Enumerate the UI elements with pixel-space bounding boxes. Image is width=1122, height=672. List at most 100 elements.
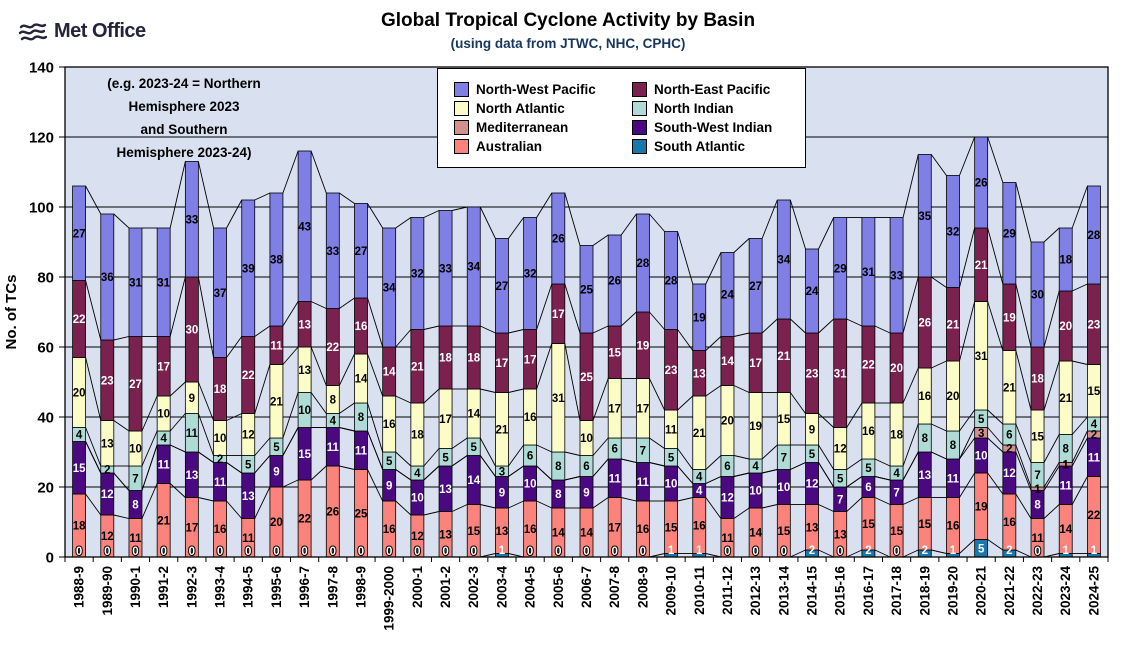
segment-value-label: 13: [439, 529, 452, 541]
segment-value-label: 7: [837, 494, 843, 506]
segment-value-label: 4: [160, 433, 167, 445]
zero-value-label: 0: [76, 546, 82, 558]
segment-value-label: 14: [552, 528, 565, 540]
segment-value-label: 5: [442, 452, 449, 464]
segment-value-label: 17: [524, 354, 537, 366]
segment-value-label: 19: [975, 501, 988, 513]
legend-swatch-icon: [454, 82, 469, 97]
bar-segment: [156, 227, 171, 337]
segment-value-label: 13: [242, 491, 255, 503]
segment-value-label: 1: [1063, 545, 1070, 557]
segment-value-label: 12: [721, 493, 734, 505]
legend-label: North Indian: [654, 101, 734, 116]
segment-value-label: 18: [890, 430, 903, 442]
segment-value-label: 21: [411, 361, 424, 373]
legend-item-north-atlantic: North Atlantic: [454, 101, 632, 116]
segment-value-label: 8: [555, 489, 562, 501]
segment-value-label: 1: [1063, 459, 1070, 471]
segment-value-label: 16: [918, 391, 931, 403]
segment-value-label: 10: [524, 479, 537, 491]
x-tick-label: 2006-7: [579, 566, 594, 608]
segment-value-label: 15: [467, 526, 480, 538]
segment-value-label: 30: [1031, 290, 1044, 302]
segment-value-label: 5: [386, 456, 393, 468]
segment-value-label: 11: [242, 533, 255, 545]
segment-value-label: 6: [583, 461, 589, 473]
zero-value-label: 0: [245, 546, 251, 558]
bar-segment: [946, 175, 960, 288]
segment-value-label: 5: [471, 442, 478, 454]
segment-value-label: 9: [386, 480, 392, 492]
axis-ticks: [59, 66, 1109, 562]
segment-value-label: 21: [157, 515, 170, 527]
segment-value-label: 5: [273, 442, 280, 454]
bar-segment: [466, 206, 481, 327]
bar-segment: [128, 227, 143, 337]
segment-value-label: 11: [665, 424, 678, 436]
segment-value-label: 17: [608, 403, 621, 415]
legend-swatch-icon: [632, 120, 647, 135]
legend-swatch-icon: [632, 139, 647, 154]
segment-value-label: 27: [496, 281, 509, 293]
chart-legend: North-West Pacific North-East Pacific No…: [437, 68, 806, 168]
segment-value-label: 7: [640, 445, 646, 457]
y-tick-label: 120: [29, 130, 54, 147]
segment-value-label: 13: [496, 526, 509, 538]
segment-value-label: 31: [862, 267, 875, 279]
segment-value-label: 30: [185, 325, 198, 337]
x-tick-label: 2019-20: [945, 566, 960, 616]
bar-segment: [269, 192, 284, 327]
x-tick-label: 2010-11: [692, 566, 707, 615]
y-axis-title-group: No. of TCs: [3, 275, 20, 350]
segment-value-label: 19: [636, 340, 649, 352]
segment-value-label: 33: [326, 246, 339, 258]
note-line-2: Hemisphere 2023: [128, 99, 240, 114]
segment-value-label: 26: [552, 234, 565, 246]
zero-value-label: 0: [724, 546, 730, 558]
segment-value-label: 17: [749, 358, 762, 370]
segment-value-label: 5: [865, 463, 872, 475]
segment-value-label: 34: [777, 255, 790, 267]
segment-value-label: 11: [129, 533, 142, 545]
segment-value-label: 11: [1088, 452, 1101, 464]
segment-value-label: 18: [73, 521, 86, 533]
segment-value-label: 13: [834, 529, 847, 541]
bar-segment: [495, 238, 509, 334]
segment-value-label: 23: [806, 368, 819, 380]
zero-value-label: 0: [893, 546, 899, 558]
zero-value-label: 0: [555, 546, 561, 558]
x-tick-label: 1993-4: [213, 566, 228, 609]
segment-value-label: 12: [242, 430, 255, 442]
segment-value-label: 26: [608, 276, 621, 288]
x-tick-label: 2001-2: [438, 566, 453, 608]
segment-value-label: 22: [298, 514, 311, 526]
segment-value-label: 4: [696, 472, 703, 484]
segment-value-label: 17: [157, 361, 170, 373]
x-tick-label: 1994-5: [241, 566, 256, 609]
segment-value-label: 14: [467, 409, 480, 421]
bar-segment: [1002, 182, 1017, 285]
segment-value-label: 7: [1034, 470, 1040, 482]
segment-value-label: 22: [1088, 510, 1101, 522]
segment-value-label: 16: [1003, 517, 1016, 529]
x-tick-label: 2022-23: [1030, 566, 1045, 616]
bar-segment: [184, 161, 199, 278]
segment-value-label: 11: [270, 340, 283, 352]
bar-segment: [805, 248, 819, 334]
segment-value-label: 1: [668, 545, 675, 557]
segment-value-label: 8: [132, 500, 139, 512]
segment-value-label: 21: [1059, 393, 1072, 405]
chart-subtitle: (using data from JTWC, NHC, CPHC): [450, 36, 686, 51]
segment-value-label: 9: [583, 487, 589, 499]
legend-item-north-west-pacific: North-West Pacific: [454, 82, 632, 97]
segment-value-label: 13: [439, 484, 452, 496]
segment-value-label: 26: [326, 507, 339, 519]
segment-value-label: 19: [693, 312, 706, 324]
x-tick-label: 2011-12: [720, 566, 735, 615]
segment-value-label: 2: [865, 545, 871, 557]
x-tick-label: 2023-24: [1058, 566, 1073, 616]
segment-value-label: 33: [439, 263, 452, 275]
segment-value-label: 5: [978, 543, 985, 555]
segment-value-label: 16: [693, 521, 706, 533]
segment-value-label: 8: [555, 461, 562, 473]
